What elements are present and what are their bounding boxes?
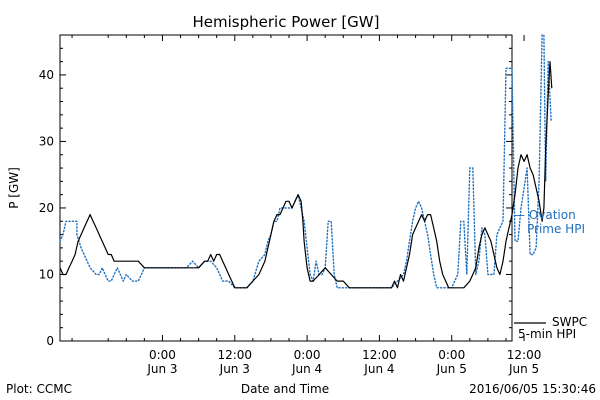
x-tick-time: 0:00 [149,348,176,362]
chart-title: Hemispheric Power [GW] [193,13,380,31]
legend-swpc-line1: SWPC [552,315,587,329]
y-tick-label: 40 [39,68,54,82]
legend-ovation-line1: — Ovation [513,208,576,222]
x-tick-date: Jun 4 [363,362,394,376]
y-tick-label: 0 [46,334,54,348]
series-layer [59,34,553,289]
x-axis-label: Date and Time [241,382,329,396]
footer-timestamp: 2016/06/05 15:30:46 [469,382,596,396]
y-axis-label: P [GW] [7,167,21,209]
series-ovation-prime [59,34,552,289]
x-tick-time: 12:00 [362,348,397,362]
x-tick-time: 0:00 [438,348,465,362]
y-axis: 0 10 20 30 40 [39,34,512,348]
y-tick-label: 20 [39,201,54,215]
y-tick-label: 30 [39,134,54,148]
x-tick-date: Jun 4 [291,362,322,376]
x-tick-date: Jun 3 [219,362,250,376]
x-tick-time: 0:00 [294,348,321,362]
x-tick-date: Jun 3 [146,362,177,376]
legend-ovation-line2: Prime HPI [527,222,585,236]
footer-left: Plot: CCMC [6,382,72,396]
x-tick-time: 12:00 [217,348,252,362]
series-swpc [59,61,553,289]
y-tick-label: 10 [39,267,54,281]
x-tick-date: Jun 5 [436,362,467,376]
plot-area [59,34,513,342]
x-tick-date: Jun 5 [508,362,539,376]
legend: — Ovation Prime HPI SWPC 5-min HPI [513,208,587,341]
legend-swpc-line2: 5-min HPI [518,327,576,341]
x-tick-time: 12:00 [507,348,542,362]
